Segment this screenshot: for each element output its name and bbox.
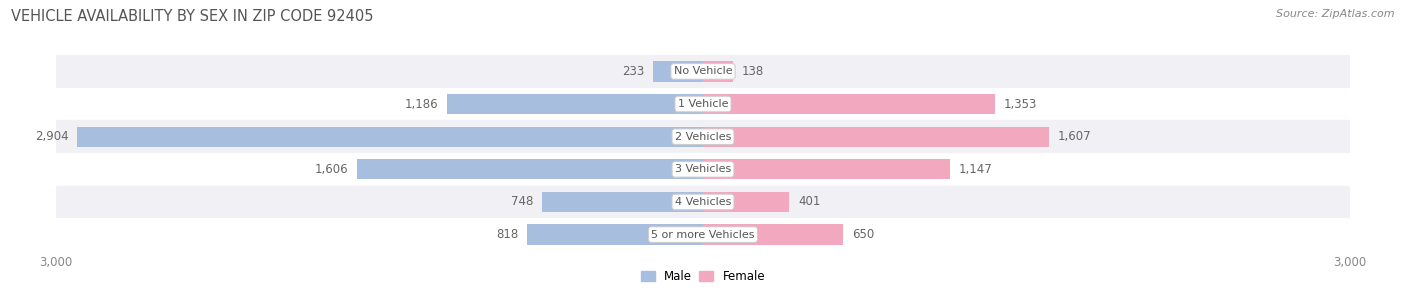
Bar	[56, 88, 1350, 120]
Text: 1,353: 1,353	[1004, 98, 1036, 110]
Text: 2,904: 2,904	[35, 130, 69, 143]
Text: No Vehicle: No Vehicle	[673, 66, 733, 76]
Bar	[357, 159, 703, 179]
Bar	[541, 192, 703, 212]
Text: 2 Vehicles: 2 Vehicles	[675, 132, 731, 142]
Bar	[527, 225, 703, 245]
Text: Source: ZipAtlas.com: Source: ZipAtlas.com	[1277, 9, 1395, 19]
Text: 401: 401	[799, 196, 821, 208]
Text: 1,606: 1,606	[315, 163, 349, 176]
Text: 5 or more Vehicles: 5 or more Vehicles	[651, 230, 755, 240]
Text: 1,186: 1,186	[405, 98, 439, 110]
Bar	[56, 120, 1350, 153]
Bar	[703, 192, 789, 212]
Bar	[703, 127, 1049, 147]
Bar	[703, 159, 950, 179]
Text: 138: 138	[741, 65, 763, 78]
Text: 818: 818	[496, 228, 517, 241]
Text: 1 Vehicle: 1 Vehicle	[678, 99, 728, 109]
Legend: Male, Female: Male, Female	[636, 266, 770, 288]
Text: VEHICLE AVAILABILITY BY SEX IN ZIP CODE 92405: VEHICLE AVAILABILITY BY SEX IN ZIP CODE …	[11, 9, 374, 24]
Text: 748: 748	[510, 196, 533, 208]
Text: 3 Vehicles: 3 Vehicles	[675, 164, 731, 174]
Bar	[56, 55, 1350, 88]
Text: 1,147: 1,147	[959, 163, 993, 176]
Bar	[56, 153, 1350, 186]
Text: 4 Vehicles: 4 Vehicles	[675, 197, 731, 207]
Text: 233: 233	[621, 65, 644, 78]
Bar	[77, 127, 703, 147]
Bar	[703, 94, 994, 114]
Bar	[703, 225, 844, 245]
Bar	[56, 218, 1350, 251]
Bar	[703, 61, 733, 81]
Bar	[56, 186, 1350, 218]
Bar	[652, 61, 703, 81]
Bar	[447, 94, 703, 114]
Text: 1,607: 1,607	[1059, 130, 1091, 143]
Text: 650: 650	[852, 228, 875, 241]
